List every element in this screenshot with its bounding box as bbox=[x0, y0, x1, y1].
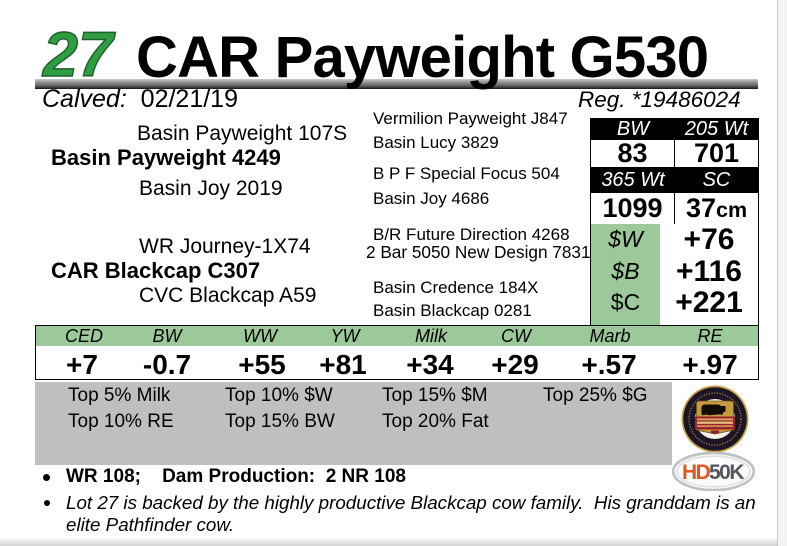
svg-text:HD: HD bbox=[682, 461, 711, 484]
svg-text:50K: 50K bbox=[709, 461, 744, 484]
